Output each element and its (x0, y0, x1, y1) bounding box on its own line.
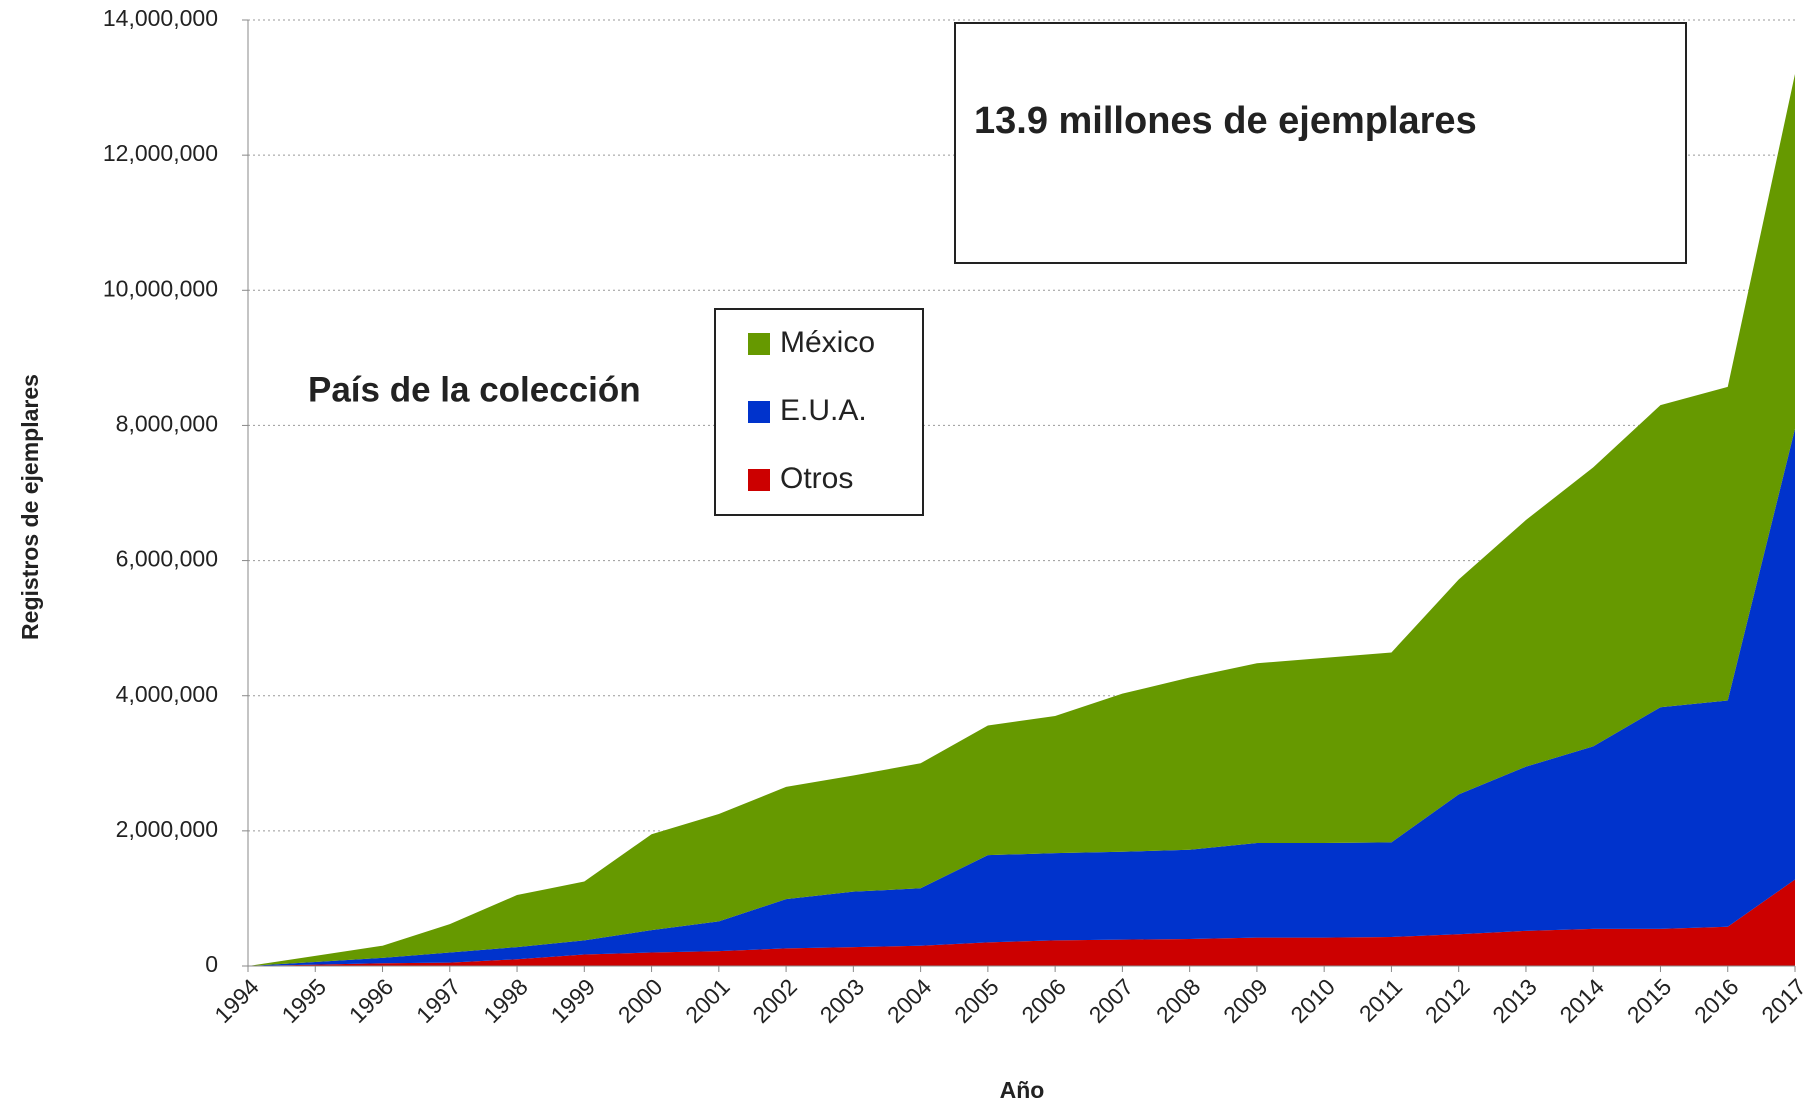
x-tick-label: 2006 (1016, 973, 1071, 1028)
area (248, 879, 1795, 966)
x-tick-label: 2016 (1689, 973, 1744, 1028)
y-tick-label: 10,000,000 (103, 275, 218, 301)
x-tick-label: 2011 (1354, 973, 1407, 1026)
x-tick-label: 2013 (1487, 973, 1542, 1028)
x-tick-label: 2014 (1554, 973, 1609, 1028)
x-tick-label: 1996 (344, 973, 399, 1028)
y-tick-label: 8,000,000 (116, 411, 218, 437)
legend-label: E.U.A. (780, 394, 867, 427)
y-tick-label: 4,000,000 (116, 681, 218, 707)
x-tick-label: 2001 (680, 973, 735, 1028)
x-tick-label: 2000 (613, 973, 668, 1028)
area (248, 428, 1795, 966)
x-tick-label: 2010 (1285, 973, 1340, 1028)
legend-label: Otros (780, 462, 853, 495)
x-axis-label: Año (1000, 1077, 1045, 1103)
annotation-box (954, 22, 1687, 264)
x-tick-label: 2005 (949, 973, 1004, 1028)
x-tick-label: 2002 (747, 973, 802, 1028)
x-tick-label: 1998 (478, 973, 533, 1028)
area (248, 74, 1795, 967)
y-tick-label: 6,000,000 (116, 546, 218, 572)
x-tick-label: 2008 (1151, 973, 1206, 1028)
x-tick-label: 2004 (882, 973, 937, 1028)
x-tick-label: 2017 (1756, 973, 1808, 1028)
y-axis-label: Registros de ejemplares (17, 374, 43, 640)
y-tick-label: 0 (205, 951, 218, 977)
y-tick-label: 12,000,000 (103, 140, 218, 166)
x-tick-label: 2012 (1420, 973, 1475, 1028)
annotation: 13.9 millones de ejemplares (974, 100, 1477, 142)
x-tick-label: 2009 (1218, 973, 1273, 1028)
x-tick-label: 1995 (277, 973, 332, 1028)
x-tick-label: 1994 (209, 973, 264, 1028)
y-tick-label: 2,000,000 (116, 816, 218, 842)
legend: México E.U.A. Otros (714, 308, 924, 516)
legend-swatch (748, 469, 770, 491)
legend-swatch (748, 333, 770, 355)
x-tick-label: 2015 (1622, 973, 1677, 1028)
x-tick-label: 2003 (815, 973, 870, 1028)
y-tick-label: 14,000,000 (103, 5, 218, 31)
legend-swatch (748, 401, 770, 423)
plot: 0 2,000,000 4,000,000 6,000,000 8,000,000 10,… (103, 5, 1808, 1028)
x-tick-label: 1999 (546, 973, 601, 1028)
annotation: País de la colección (308, 370, 641, 409)
x-tick-label: 1997 (411, 973, 466, 1028)
legend-label: México (780, 326, 875, 359)
x-tick-label: 2007 (1084, 973, 1139, 1028)
